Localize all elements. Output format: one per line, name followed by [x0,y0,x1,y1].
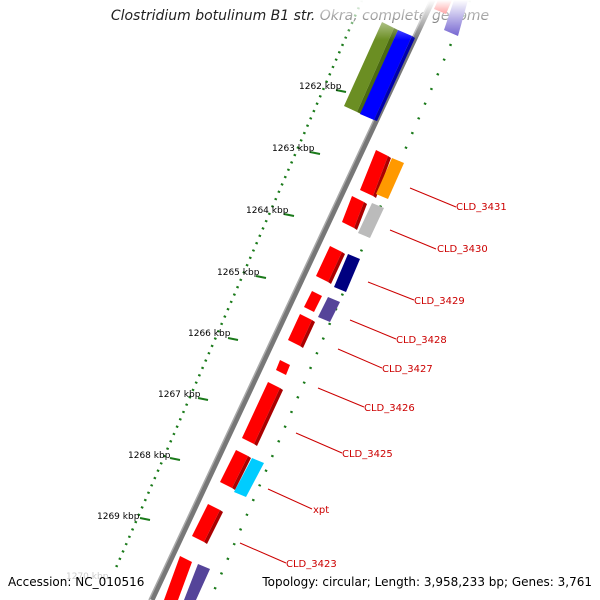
gene-cld-3431[interactable] [360,150,388,196]
outer-dotted-guide [208,0,472,600]
kbp-ticks: 1262 kbp 1263 kbp 1264 kbp 1265 kbp 1266… [66,82,347,582]
tick-mark [139,517,151,521]
leader-line [367,281,415,301]
leader-line [337,348,383,369]
tick-label: 1265 kbp [217,268,260,278]
feature-orange[interactable] [376,158,404,199]
gene-cld-3429[interactable] [316,246,342,282]
tick-label: 1263 kbp [272,144,315,154]
leader-line [295,432,343,454]
gene-xpt-shade [232,456,251,490]
tick-label: 1267 kbp [158,390,201,400]
tick-mark [309,151,321,155]
feature-navy[interactable] [334,254,360,292]
leader-line [409,187,457,208]
gene-label-cld-3426[interactable]: CLD_3426 [364,403,415,414]
gene-cld-3430-shade [354,202,367,230]
gene-cld-3429-shade [328,252,345,284]
gene-cld-3423[interactable] [192,504,220,542]
tick-label: 1268 kbp [128,451,171,461]
gene-label-xpt[interactable]: xpt [313,505,329,516]
gene-xpt[interactable] [220,450,248,488]
gene-cld-3426[interactable] [276,360,290,375]
gene-top-olive[interactable] [344,22,394,112]
tick-mark [283,213,295,217]
gene-bottom-purple[interactable] [184,564,210,600]
gene-cld-3427-shade [300,320,315,348]
feature-slate[interactable] [318,297,340,322]
tick-mark [335,89,347,93]
tick-label: 1264 kbp [246,206,289,216]
gene-top-olive-edge [357,28,398,114]
gene-cld-3423-shade [204,510,223,544]
leader-line [267,488,313,510]
gene-label-cld-3425[interactable]: CLD_3425 [342,449,393,460]
accession-text: Accession: NC_010516 [8,575,145,589]
tick-mark [227,337,239,341]
gene-cld-3430[interactable] [342,196,364,228]
feature-cyan[interactable] [234,458,264,497]
tick-label: 1262 kbp [299,82,342,92]
tick-mark [255,275,267,279]
gene-cld-3425[interactable] [242,382,280,444]
genome-summary-text: Topology: circular; Length: 3,958,233 bp… [262,575,592,589]
gene-label-cld-3427[interactable]: CLD_3427 [382,364,433,375]
tick-mark [169,457,181,461]
gene-features [164,150,404,600]
gene-cld-3428[interactable] [304,291,322,312]
feature-grey[interactable] [358,203,384,238]
gene-labels: CLD_3431 CLD_3430 CLD_3429 CLD_3428 CLD_… [239,187,507,570]
gene-cld-3425-shade [254,388,283,446]
gene-top-blue-edge [374,36,415,121]
tick-label-faded: 1270 kbp [66,572,109,582]
top-fade [320,0,520,40]
gene-cld-3427[interactable] [288,314,312,346]
gene-label-cld-3429[interactable]: CLD_3429 [414,296,465,307]
gene-bottom-red[interactable] [164,556,192,600]
gene-label-cld-3430[interactable]: CLD_3430 [437,244,488,255]
gene-cld-3431-shade [373,156,391,198]
gene-label-cld-3431[interactable]: CLD_3431 [456,202,507,213]
gene-top-blue[interactable] [360,30,412,120]
tick-label: 1269 kbp [97,512,140,522]
tick-label: 1266 kbp [188,329,231,339]
gene-label-cld-3423[interactable]: CLD_3423 [286,559,337,570]
leader-line [389,229,437,250]
leader-line [317,387,365,408]
gene-label-cld-3428[interactable]: CLD_3428 [396,335,447,346]
leader-line [239,542,287,564]
tick-mark [197,397,209,401]
leader-line [349,319,397,340]
